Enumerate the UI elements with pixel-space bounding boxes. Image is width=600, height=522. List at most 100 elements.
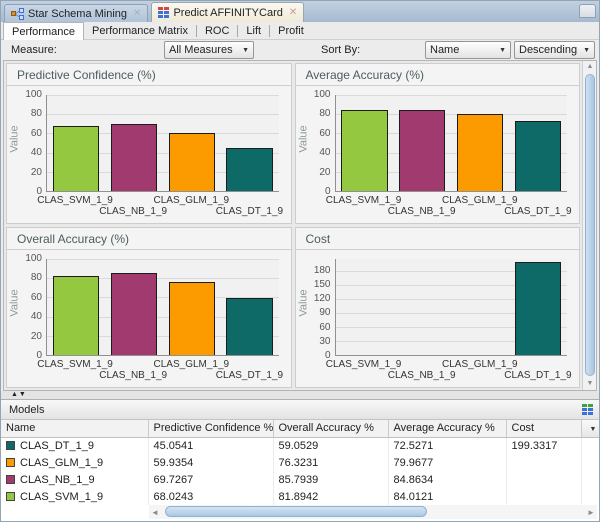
y-tick-label: 90 [319,307,330,318]
scrollbar-thumb[interactable] [165,506,427,517]
bar-slot [163,95,221,191]
y-axis: 020406080100 [20,95,46,192]
sortby-label: Sort By: [321,44,360,56]
bar-slot [336,95,394,191]
cell-average-accuracy: 79.9677 [388,454,506,471]
scroll-right-icon[interactable]: ► [585,508,597,517]
tab-performance[interactable]: Performance [3,22,84,40]
table-row-CLAS_SVM_1_9[interactable]: CLAS_SVM_1_968.024381.894284.0121 [1,488,599,505]
sort-order-dropdown[interactable]: Descending ▼ [514,41,595,59]
tab-profit[interactable]: Profit [269,25,312,37]
cell-cost [506,471,581,488]
overall-accuracy-chart: Overall Accuracy (%) Value 020406080100 … [6,227,292,388]
grid-icon [158,7,169,19]
cell-name[interactable]: CLAS_NB_1_9 [1,471,148,488]
charts-region: Predictive Confidence (%) Value 02040608… [3,60,597,391]
x-tick-label: CLAS_GLM_1_9 [154,359,230,370]
model-color-swatch [6,441,15,450]
view-tab-bar: Performance Performance Matrix ROC Lift … [1,22,599,40]
cell-predictive-confidence: 69.7267 [148,471,273,488]
controls-bar: Measure: All Measures ▼ Sort By: Name ▼ … [1,40,599,60]
splitter-collapse-icons[interactable]: ▲▼ [11,391,27,399]
cell-overall-accuracy: 59.0529 [273,437,388,454]
charts-grid: Predictive Confidence (%) Value 02040608… [6,63,580,388]
model-name: CLAS_NB_1_9 [20,474,95,486]
plot-area [335,95,568,192]
panel-splitter[interactable]: ▲▼ [1,391,599,399]
cell-overall-accuracy: 85.7939 [273,471,388,488]
tab-performance-matrix[interactable]: Performance Matrix [84,22,196,39]
x-axis: CLAS_SVM_1_9CLAS_NB_1_9CLAS_GLM_1_9CLAS_… [335,194,568,219]
measure-label: Measure: [11,44,57,56]
bar-CLAS_DT_1_9 [226,148,272,191]
x-axis: CLAS_SVM_1_9CLAS_NB_1_9CLAS_GLM_1_9CLAS_… [46,194,279,219]
horizontal-scrollbar[interactable]: ◄ ► [149,505,597,519]
chevron-down-icon: ▼ [590,426,597,433]
scroll-left-icon[interactable]: ◄ [149,508,161,517]
column-header-overall-accuracy[interactable]: Overall Accuracy % [273,420,388,437]
sort-field-dropdown[interactable]: Name ▼ [425,41,511,59]
bar-slot [336,259,394,355]
cell-name[interactable]: CLAS_GLM_1_9 [1,454,148,471]
cell-predictive-confidence: 45.0541 [148,437,273,454]
bar-slot [105,259,163,355]
column-header-cost[interactable]: Cost [506,420,581,437]
cost-chart: Cost Value 0306090120150180 CLAS_SVM_1_9… [295,227,581,388]
y-tick-label: 60 [31,292,42,303]
x-tick-label: CLAS_GLM_1_9 [442,195,518,206]
table-row-CLAS_GLM_1_9[interactable]: CLAS_GLM_1_959.935476.323179.9677 [1,454,599,471]
y-axis-label: Value [9,289,21,316]
scroll-down-icon[interactable]: ▼ [584,378,596,390]
table-row-CLAS_DT_1_9[interactable]: CLAS_DT_1_945.054159.052972.5271199.3317 [1,437,599,454]
x-tick-label: CLAS_NB_1_9 [388,370,456,381]
y-axis: 0306090120150180 [309,259,335,356]
plot-area [46,259,279,356]
tab-label: Performance Matrix [92,25,188,37]
cell-cost [506,488,581,505]
y-tick-label: 40 [31,147,42,158]
bar-CLAS_GLM_1_9 [169,282,215,355]
scroll-up-icon[interactable]: ▲ [584,61,596,73]
column-header-predictive-confidence[interactable]: Predictive Confidence % [148,420,273,437]
y-tick-label: 80 [31,108,42,119]
column-header-name[interactable]: Name [1,420,148,437]
scrollbar-thumb[interactable] [585,74,595,376]
cell-spacer [581,488,599,505]
cell-spacer [581,471,599,488]
measure-value: All Measures [169,44,233,56]
column-header-average-accuracy[interactable]: Average Accuracy % [388,420,506,437]
tab-lift[interactable]: Lift [237,25,269,37]
y-tick-label: 100 [25,89,42,100]
models-panel-header: Models [1,400,599,420]
cell-name[interactable]: CLAS_DT_1_9 [1,437,148,454]
vertical-scrollbar[interactable]: ▲ ▼ [582,61,596,390]
x-axis: CLAS_SVM_1_9CLAS_NB_1_9CLAS_GLM_1_9CLAS_… [335,358,568,383]
cell-name[interactable]: CLAS_SVM_1_9 [1,488,148,505]
y-tick-label: 20 [319,167,330,178]
bar-CLAS_DT_1_9 [515,121,561,191]
close-icon[interactable]: ✕ [133,9,141,19]
chart-title: Overall Accuracy (%) [7,228,291,250]
column-selector-button[interactable]: ▼ [581,420,599,437]
tab-list-button[interactable] [579,4,596,18]
x-tick-label: CLAS_DT_1_9 [216,370,283,381]
tab-star-schema-mining[interactable]: Star Schema Mining ✕ [4,4,148,22]
models-grid-icon[interactable] [582,404,593,416]
cell-spacer [581,437,599,454]
measure-dropdown[interactable]: All Measures ▼ [164,41,254,59]
bar-CLAS_NB_1_9 [399,110,445,191]
y-tick-label: 20 [31,167,42,178]
tab-label: Predict AFFINITYCard [173,7,282,19]
cell-average-accuracy: 72.5271 [388,437,506,454]
tab-predict-affinitycard[interactable]: Predict AFFINITYCard ✕ [151,2,304,22]
cell-cost [506,454,581,471]
models-table-header-row: Name Predictive Confidence % Overall Acc… [1,420,599,437]
cell-average-accuracy: 84.8634 [388,471,506,488]
close-icon[interactable]: ✕ [289,8,297,18]
y-tick-label: 60 [319,322,330,333]
table-row-CLAS_NB_1_9[interactable]: CLAS_NB_1_9 69.726785.793984.8634 [1,471,599,488]
average-accuracy-chart: Average Accuracy (%) Value 020406080100 … [295,63,581,224]
tab-roc[interactable]: ROC [196,25,237,37]
bar-slot [221,259,279,355]
scrollbar-track[interactable] [161,506,585,518]
